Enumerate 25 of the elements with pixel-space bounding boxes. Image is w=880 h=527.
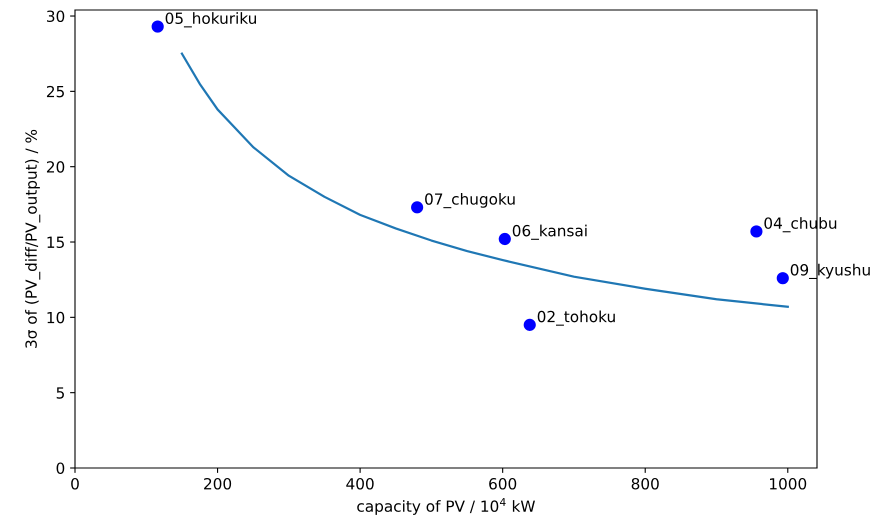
y-axis-title: 3σ of (PV_diff/PV_output) / % [25, 130, 40, 348]
point [750, 225, 762, 238]
y-tick-label: 5 [56, 387, 64, 399]
annotation: 02_tohoku [538, 310, 615, 326]
y-tick-label: 0 [56, 462, 64, 474]
point [152, 20, 164, 33]
y-tick-label: 25 [46, 86, 64, 98]
point [776, 272, 789, 284]
x-tick-label: 200 [204, 478, 232, 490]
x-tick-label: 1000 [770, 478, 806, 490]
y-tick-label: 20 [46, 161, 64, 173]
point [498, 232, 511, 246]
x-tick-label: 400 [346, 478, 374, 490]
y-tick-label: 10 [48, 312, 64, 324]
annotation: 05_hokuriku [166, 12, 256, 28]
x-tick-label: 0 [71, 478, 79, 490]
y-tick-label: 30 [47, 10, 64, 22]
x-axis-title: capacity of PV / 10$^{4}$ kW [357, 498, 535, 515]
point [524, 318, 536, 331]
x-tick-label: 600 [489, 478, 516, 490]
annotation: 07_chugoku [425, 192, 515, 208]
y-tick-label: 15 [48, 236, 64, 248]
x-tick-label: 800 [632, 478, 659, 490]
annotation: 06_kansai [512, 224, 587, 240]
point [411, 201, 424, 214]
